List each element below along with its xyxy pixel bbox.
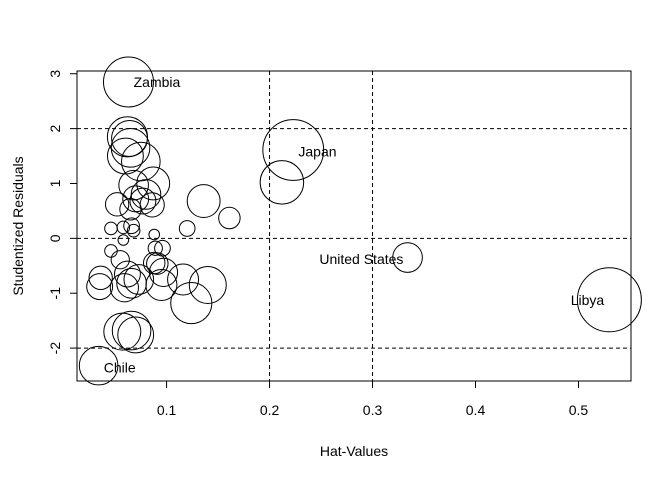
data-point: [123, 264, 155, 295]
data-point: [86, 273, 114, 301]
point-label: Libya: [571, 292, 605, 308]
data-point: [139, 192, 165, 218]
point-label: Chile: [104, 359, 136, 375]
x-tick-label: 0.4: [466, 402, 486, 418]
data-point: [170, 282, 213, 325]
point-label: Japan: [298, 144, 336, 160]
x-tick-label: 0.2: [260, 402, 280, 418]
data-point: [118, 169, 149, 201]
data-point: [186, 184, 221, 218]
data-point: [103, 312, 142, 351]
data-point: [116, 268, 147, 299]
x-tick-label: 0.5: [569, 402, 589, 418]
point-labels: Zambia Japan United States Libya Chile: [104, 74, 605, 375]
data-point: [78, 345, 119, 386]
data-point: [392, 242, 423, 273]
y-tick-label: 0: [47, 234, 63, 242]
data-point: [110, 128, 151, 168]
data-point: [106, 137, 144, 175]
y-tick-label: -2: [47, 342, 63, 355]
data-point: [126, 223, 141, 238]
x-tick-label: 0.1: [157, 402, 177, 418]
data-point: [576, 267, 642, 333]
data-point: [106, 116, 149, 158]
data-point: [102, 56, 154, 108]
y-axis: -2 -1 0 1 2 3: [47, 70, 78, 355]
data-point: [111, 310, 152, 351]
data-point: [117, 234, 130, 246]
data-point: [148, 257, 179, 287]
y-tick-label: -1: [47, 287, 63, 300]
y-tick-label: 3: [47, 70, 63, 78]
point-label: Zambia: [134, 74, 181, 90]
data-point: [88, 265, 113, 291]
y-tick-label: 2: [47, 125, 63, 133]
data-point: [148, 228, 161, 241]
reference-lines: [77, 71, 631, 381]
data-point: [104, 221, 118, 236]
data-point: [119, 198, 142, 221]
data-point: [110, 250, 130, 270]
data-point: [114, 260, 141, 288]
data-point: [188, 265, 227, 304]
data-point: [147, 240, 163, 256]
data-point: [129, 187, 157, 215]
data-point: [104, 244, 118, 258]
data-point: [145, 268, 178, 301]
plot-frame: [76, 70, 632, 382]
data-point: [136, 166, 171, 201]
data-point: [167, 263, 200, 296]
data-point: [104, 192, 130, 217]
data-point: [116, 220, 131, 235]
data-points: [78, 56, 642, 386]
data-point: [121, 141, 161, 182]
data-point: [178, 220, 196, 237]
x-axis-label: Hat-Values: [320, 443, 388, 459]
data-point: [123, 217, 140, 235]
data-point: [262, 119, 325, 181]
y-tick-label: 1: [47, 179, 63, 187]
data-point: [109, 273, 139, 303]
point-label: United States: [319, 251, 403, 267]
y-axis-label: Studentized Residuals: [10, 156, 26, 295]
data-point: [146, 252, 169, 275]
x-axis: 0.1 0.2 0.3 0.4 0.5: [157, 380, 589, 418]
x-tick-label: 0.3: [363, 402, 383, 418]
data-point: [117, 316, 155, 354]
data-point: [259, 160, 305, 205]
data-point: [218, 206, 241, 230]
